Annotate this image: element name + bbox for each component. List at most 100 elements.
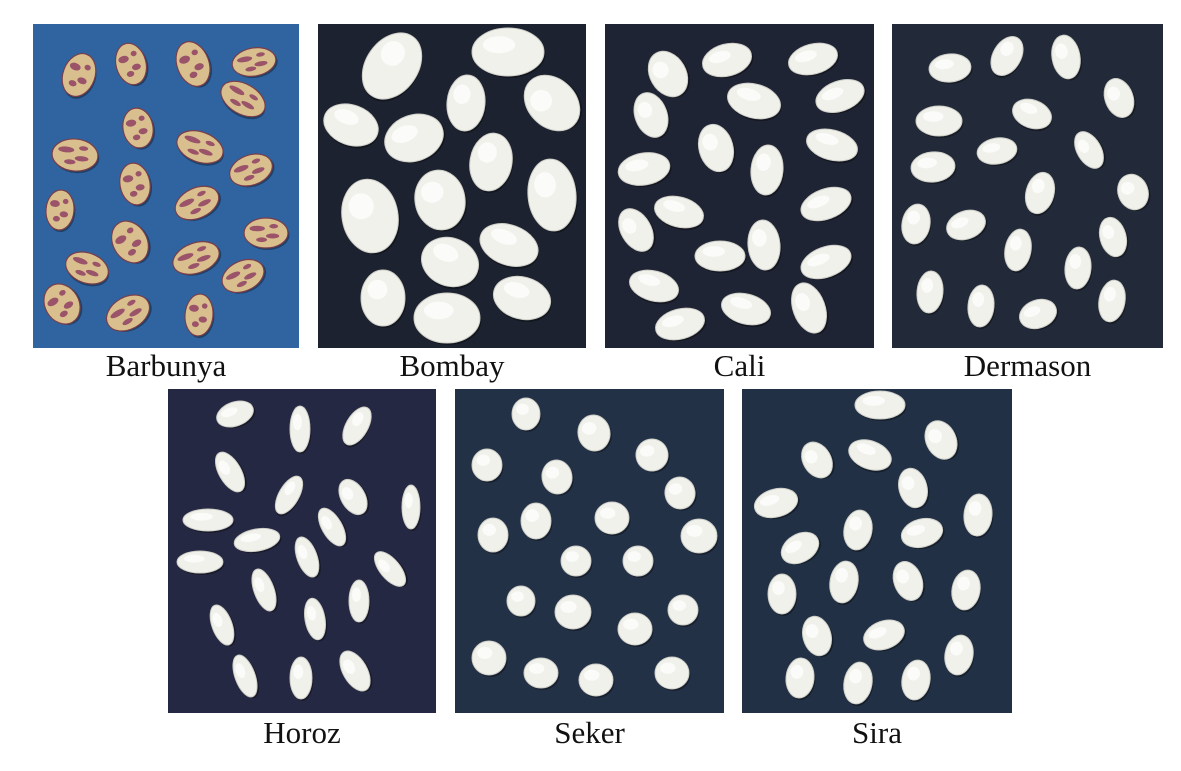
bean (233, 527, 282, 554)
dermason-beans-photo (892, 24, 1163, 348)
bean (289, 405, 312, 454)
bean (506, 585, 537, 618)
photo-panel-cali (605, 24, 874, 348)
bean (421, 236, 480, 290)
bean (892, 561, 925, 602)
bean (373, 551, 408, 587)
horoz-beans-photo (168, 389, 436, 713)
bean (976, 137, 1019, 166)
bean (174, 185, 221, 221)
bean (45, 189, 76, 233)
bean (471, 640, 508, 677)
bean (915, 105, 964, 138)
bean (1103, 78, 1136, 119)
bean (647, 50, 690, 98)
bean (413, 292, 482, 345)
bean (900, 517, 945, 550)
bean (806, 128, 859, 164)
bean (229, 153, 275, 188)
sira-beans-photo (742, 389, 1012, 713)
bean (633, 92, 671, 139)
bean (176, 550, 225, 575)
bean (667, 594, 700, 627)
bean (1098, 279, 1127, 325)
caption-horoz: Horoz (263, 715, 341, 750)
bean (1019, 298, 1059, 331)
caption-bombay: Bombay (399, 348, 505, 383)
bean (214, 451, 247, 493)
bean (618, 208, 656, 253)
bean (43, 283, 83, 326)
bean (694, 240, 747, 273)
bean (848, 439, 892, 473)
bean (342, 406, 372, 448)
bean (523, 657, 560, 690)
bean (251, 568, 279, 613)
bean (721, 292, 772, 328)
bean (51, 138, 100, 174)
bean (361, 32, 423, 102)
photo-panel-bombay (318, 24, 586, 348)
bean (527, 158, 578, 233)
bean (477, 517, 510, 554)
bean (727, 82, 782, 122)
bean (61, 53, 97, 99)
bean (541, 459, 574, 496)
bean (963, 493, 994, 539)
bean (471, 448, 504, 483)
bean (901, 659, 932, 703)
bean (479, 223, 539, 269)
bean (65, 251, 110, 287)
bean (339, 650, 373, 692)
bean (469, 132, 514, 194)
bean (1064, 246, 1093, 292)
bean (863, 619, 907, 652)
bean (111, 220, 151, 264)
bean (348, 579, 371, 624)
bean (523, 74, 583, 132)
bean (360, 269, 407, 328)
bean (791, 282, 829, 335)
bean (511, 397, 542, 432)
caption-dermason: Dermason (963, 348, 1092, 383)
bean (800, 186, 854, 223)
bean (401, 484, 422, 531)
bean (654, 656, 691, 691)
bean (1051, 34, 1083, 81)
bean (924, 420, 960, 461)
bean (788, 42, 840, 77)
bean (554, 594, 593, 631)
bean (747, 219, 782, 272)
bean (594, 501, 631, 536)
bean (802, 615, 834, 658)
bean (785, 657, 816, 701)
bean (232, 654, 260, 699)
bean (323, 103, 379, 149)
bean (1098, 216, 1129, 259)
bean (471, 27, 546, 78)
bean (617, 152, 672, 188)
bean (629, 269, 680, 305)
bean (750, 144, 785, 198)
bean (664, 476, 697, 511)
bean (910, 151, 957, 184)
bean (182, 508, 235, 533)
bean (560, 545, 593, 578)
bean (800, 244, 854, 281)
bean (944, 634, 975, 678)
bean (928, 53, 973, 84)
bean (341, 178, 401, 255)
bean (901, 203, 932, 247)
caption-seker: Seker (554, 715, 625, 750)
bean (122, 107, 155, 150)
bombay-beans-photo (318, 24, 586, 348)
bean (294, 536, 321, 579)
bean (184, 293, 215, 339)
bean (946, 209, 988, 242)
bean (243, 217, 290, 250)
bean (317, 507, 348, 547)
caption-barbunya: Barbunya (105, 348, 227, 383)
photo-panel-barbunya (33, 24, 299, 348)
bean (105, 294, 152, 332)
bean (175, 41, 213, 88)
